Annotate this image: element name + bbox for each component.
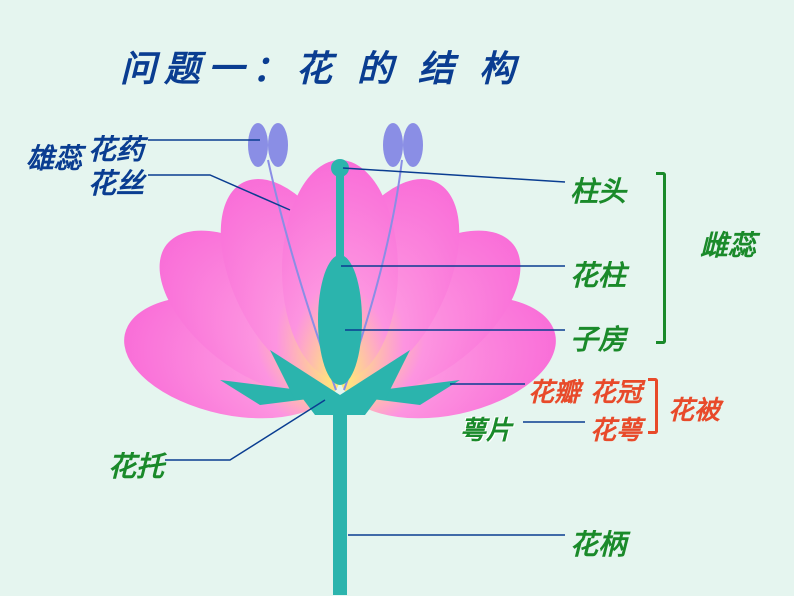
label-receptacle: 花托 xyxy=(108,445,164,485)
label-perianth: 花被 xyxy=(668,390,720,427)
label-filament: 花丝 xyxy=(88,162,144,202)
label-stamen-group: 雄蕊 xyxy=(26,145,60,174)
label-calyx: 花萼 xyxy=(590,410,642,447)
stem xyxy=(333,410,347,595)
label-style: 花柱 xyxy=(570,254,626,294)
page-title: 问题一：花 的 结 构 xyxy=(120,40,523,92)
brace-perianth xyxy=(648,378,658,434)
label-stigma: 柱头 xyxy=(570,170,626,210)
style-shape xyxy=(336,170,344,290)
label-ovary: 子房 xyxy=(570,318,626,358)
label-petal: 花瓣 xyxy=(528,372,580,409)
label-sepal: 萼片 xyxy=(460,410,512,447)
label-pedicel: 花柄 xyxy=(570,523,626,563)
brace-pistil xyxy=(656,172,666,344)
label-pistil-group: 雌蕊 xyxy=(700,232,734,261)
anther-right xyxy=(383,123,423,167)
label-corolla: 花冠 xyxy=(590,372,642,409)
stigma-shape xyxy=(331,159,349,177)
